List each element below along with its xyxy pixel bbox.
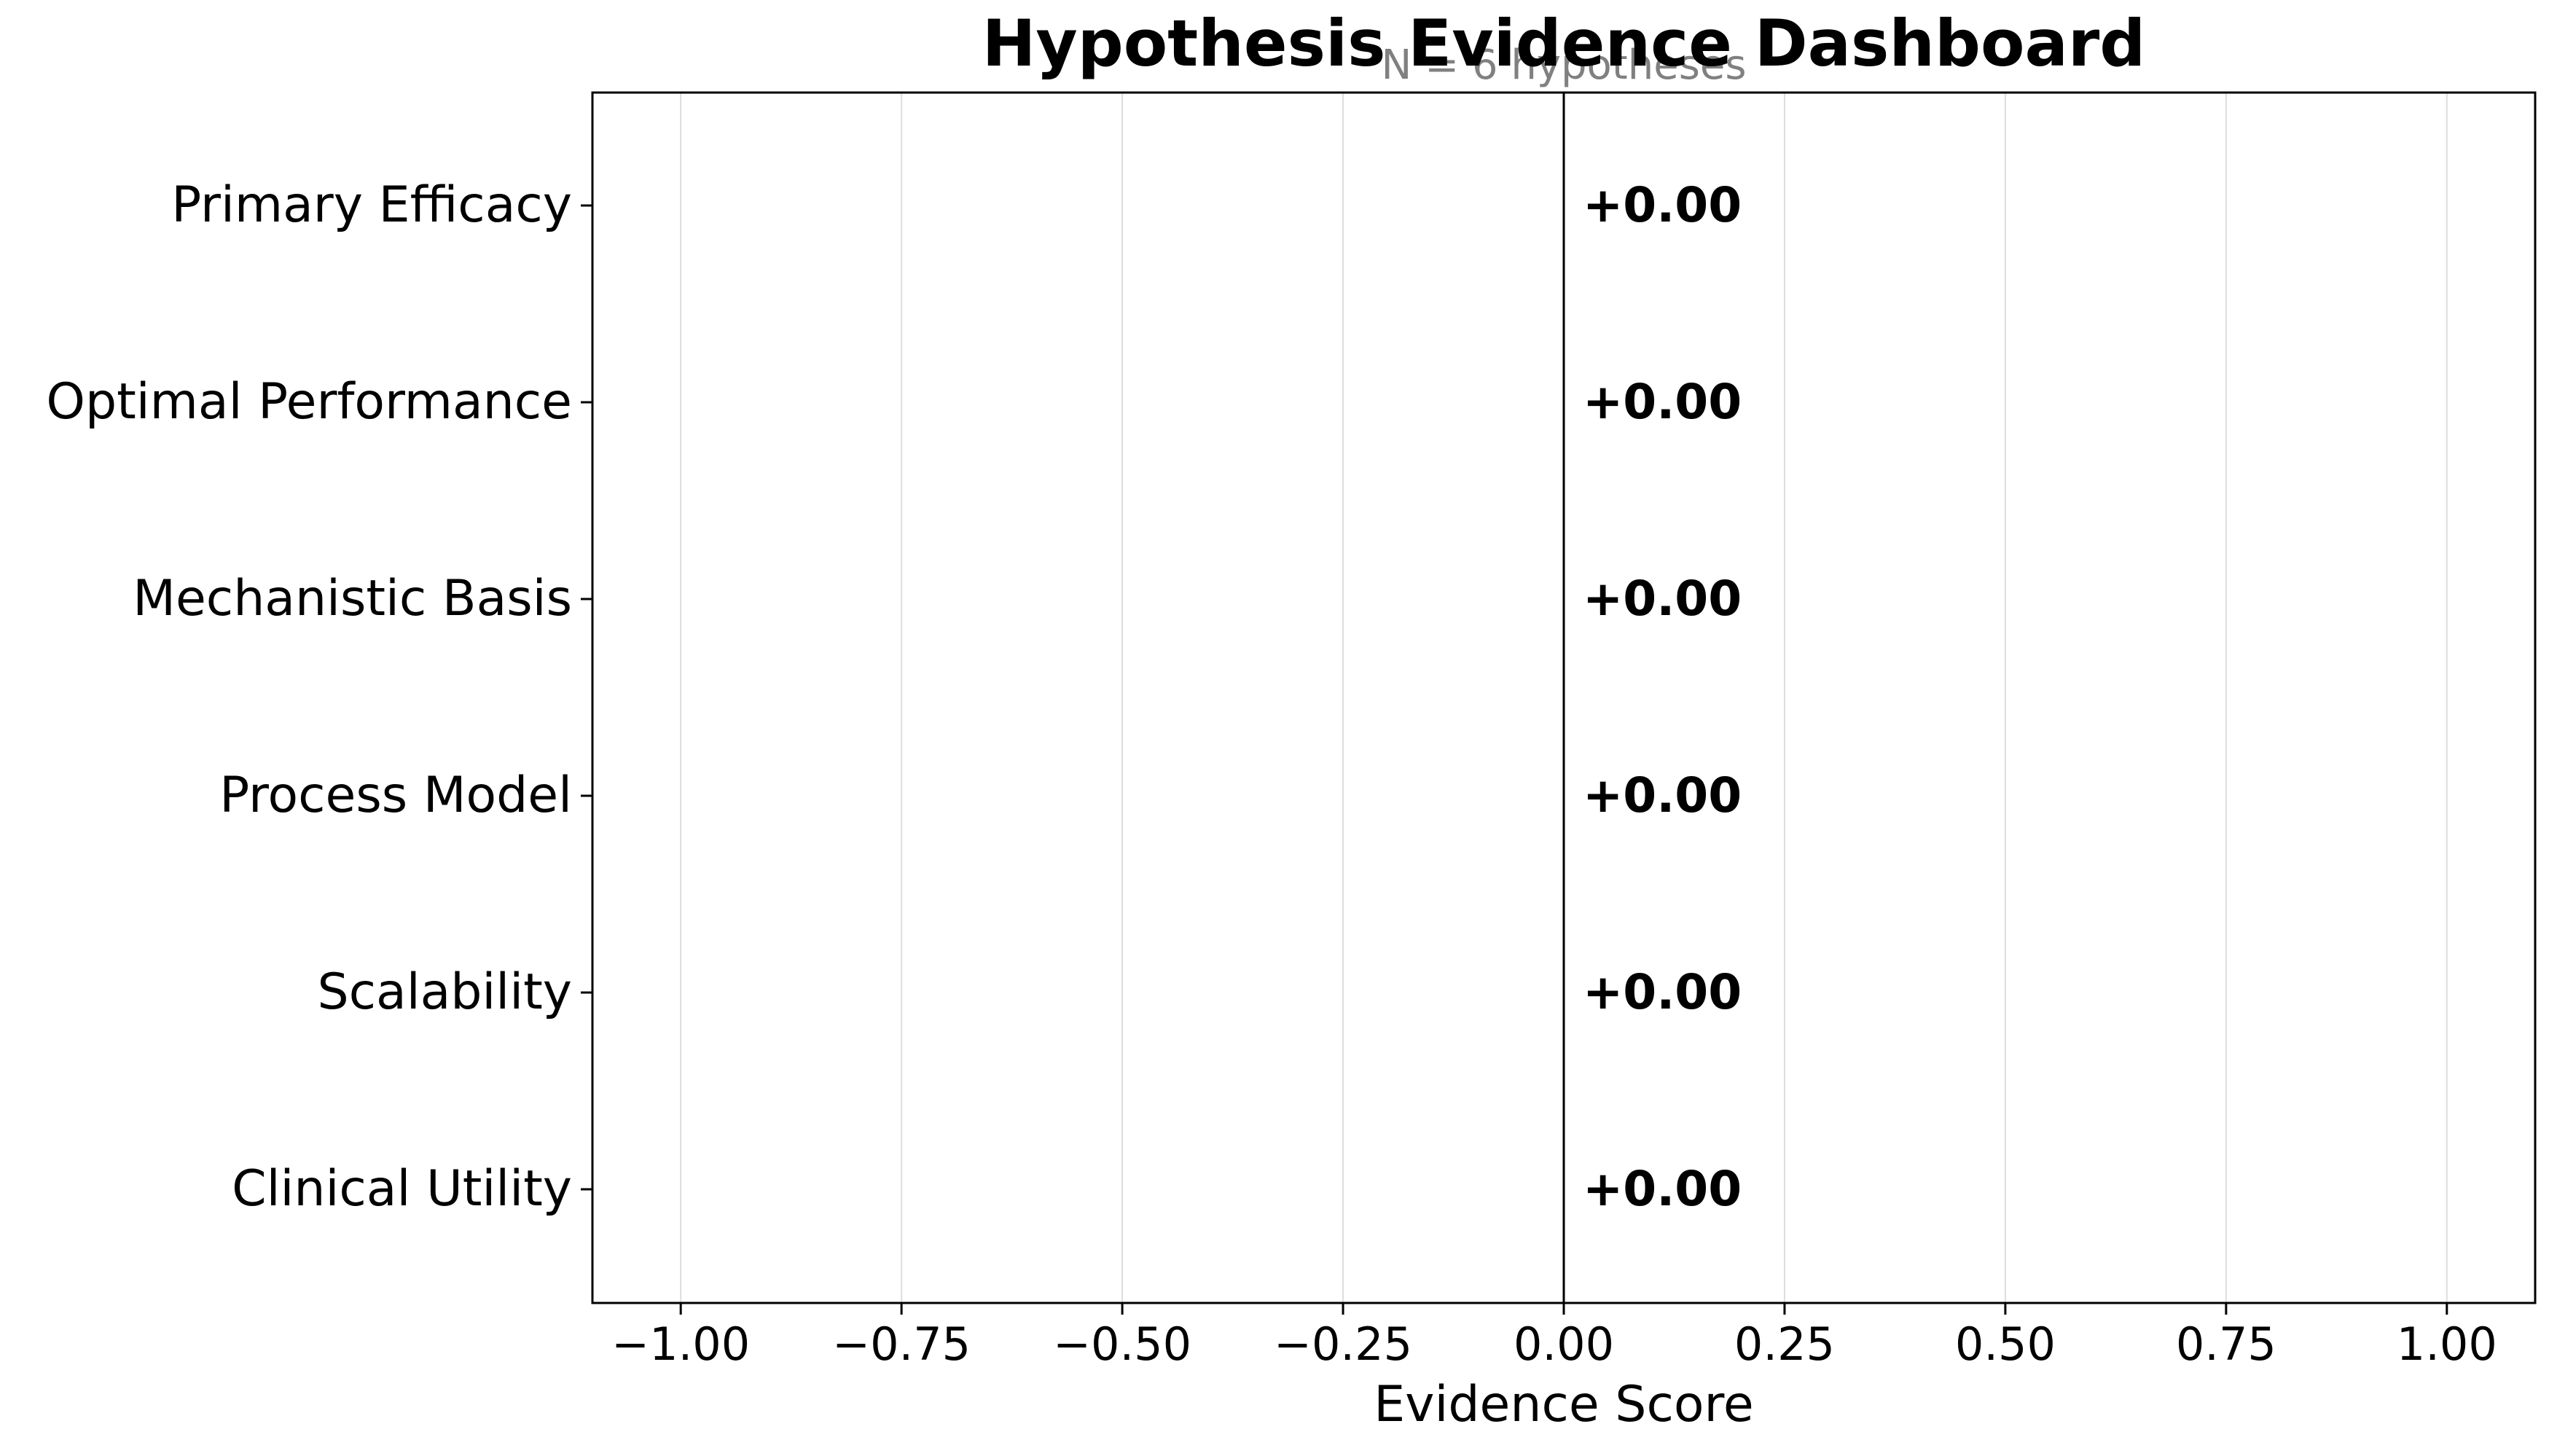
x-tick-label: −1.00 (611, 1318, 750, 1371)
x-axis: −1.00 −0.75 −0.50 −0.25 0.00 0.25 0.50 0.75 1.00 (611, 1303, 2497, 1371)
y-tick-label: Process Model (219, 767, 572, 824)
x-tick-label: −0.50 (1053, 1318, 1191, 1371)
data-labels: +0.00 +0.00 +0.00 +0.00 +0.00 +0.00 (1583, 177, 1742, 1217)
y-tick-label: Clinical Utility (232, 1160, 572, 1218)
x-tick-label: −0.75 (832, 1318, 971, 1371)
y-tick-label: Mechanistic Basis (133, 570, 572, 627)
x-tick-label: 1.00 (2397, 1318, 2497, 1371)
data-label: +0.00 (1583, 964, 1742, 1020)
y-tick-label: Primary Efficacy (171, 176, 572, 234)
chart-subtitle: N = 6 hypotheses (1382, 42, 1747, 89)
x-tick-label: −0.25 (1274, 1318, 1412, 1371)
data-label: +0.00 (1583, 571, 1742, 627)
x-tick-label: 0.75 (2176, 1318, 2276, 1371)
x-axis-label: Evidence Score (1374, 1376, 1754, 1433)
y-tick-label: Scalability (317, 963, 572, 1021)
data-label: +0.00 (1583, 1161, 1742, 1217)
chart-title: Hypothesis Evidence Dashboard (982, 6, 2146, 81)
data-label: +0.00 (1583, 767, 1742, 823)
x-tick-label: 0.50 (1955, 1318, 2056, 1371)
data-label: +0.00 (1583, 374, 1742, 430)
data-label: +0.00 (1583, 177, 1742, 233)
x-tick-label: 0.00 (1514, 1318, 1614, 1371)
y-axis: Primary Efficacy Optimal Performance Mecha… (46, 176, 592, 1218)
y-tick-label: Optimal Performance (46, 373, 572, 431)
x-tick-label: 0.25 (1734, 1318, 1835, 1371)
